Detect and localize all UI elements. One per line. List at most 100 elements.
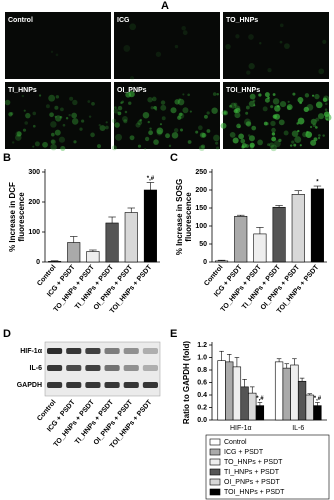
cell-signal (129, 23, 137, 31)
cell-signal (278, 119, 285, 126)
bar (255, 405, 265, 421)
bar (124, 212, 138, 263)
cell-signal (234, 105, 241, 111)
bar (225, 361, 234, 421)
cell-signal (187, 140, 192, 144)
cell-signal (229, 131, 236, 138)
cell-signal (48, 94, 56, 102)
cell-signal (248, 100, 256, 108)
cell-signal (310, 118, 317, 125)
legend-swatch (209, 448, 221, 456)
cell-signal (246, 70, 251, 75)
y-axis-label: fluorescence (184, 192, 193, 242)
band (123, 382, 139, 388)
cell-signal (98, 124, 101, 127)
cell-signal (65, 117, 69, 120)
cell-signal (144, 147, 147, 150)
cell-signal (270, 105, 274, 109)
cell-signal (156, 127, 164, 135)
cell-signal (297, 117, 305, 125)
cell-signal (317, 113, 325, 120)
cell-signal (125, 91, 132, 98)
cell-signal (291, 140, 295, 144)
cell-signal (297, 129, 300, 133)
legend (205, 434, 330, 500)
cell-signal (60, 145, 66, 152)
cell-signal (305, 131, 313, 138)
cell-signal (79, 127, 83, 131)
cell-signal (324, 114, 332, 121)
band (85, 382, 101, 388)
cell-signal (165, 133, 170, 139)
cell-signal (267, 143, 270, 147)
cell-signal (306, 104, 314, 111)
cell-signal (123, 119, 128, 124)
y-tick-label: 200 (28, 199, 40, 206)
bar (86, 251, 100, 263)
cell-signal (137, 144, 142, 148)
cell-signal (212, 92, 217, 96)
cell-signal (195, 130, 199, 134)
y-tick-label: 50 (199, 241, 207, 248)
cell-signal (234, 112, 241, 119)
cell-signal (87, 100, 91, 103)
cell-signal (161, 116, 166, 121)
cell-signal (153, 105, 157, 110)
cell-signal (293, 143, 297, 147)
cell-signal (216, 93, 220, 96)
cell-signal (11, 141, 15, 144)
cell-signal (201, 144, 206, 149)
panel-label: D (3, 328, 11, 340)
cell-signal (34, 141, 40, 147)
bar (310, 188, 324, 263)
cell-signal (115, 133, 123, 141)
bar (297, 380, 307, 421)
cell-signal (248, 63, 255, 70)
y-tick-label: 1.0 (197, 354, 207, 361)
cell-signal (137, 120, 143, 126)
cell-signal (197, 125, 203, 131)
cell-signal (50, 139, 55, 144)
cell-signal (244, 118, 251, 126)
cell-signal (241, 143, 247, 149)
cell-signal (59, 115, 63, 119)
cell-signal (170, 107, 177, 114)
cell-signal (279, 23, 284, 28)
cell-signal (220, 122, 227, 129)
image-label: Control (8, 17, 33, 24)
cell-signal (51, 132, 55, 137)
bar (248, 392, 257, 421)
cell-signal (54, 115, 57, 118)
cell-signal (245, 111, 249, 115)
cell-signal (248, 34, 254, 40)
legend-swatch (209, 458, 221, 466)
cell-signal (54, 129, 61, 136)
y-axis-label: fluorescence (17, 192, 26, 242)
band-label: GAPDH (17, 382, 42, 389)
cell-signal (245, 121, 252, 127)
cell-signal (50, 121, 57, 128)
x-tick-label: IL-6 (292, 425, 304, 432)
y-tick-label: 0 (36, 259, 40, 266)
cell-signal (251, 125, 257, 131)
x-tick-label: HIF-1α (230, 425, 252, 432)
y-tick-label: 150 (195, 205, 207, 212)
legend-swatch (209, 478, 221, 486)
cell-signal (215, 146, 220, 150)
cell-signal (272, 98, 280, 105)
panel-label: C (170, 152, 178, 164)
legend-label: Control (224, 439, 247, 446)
cell-signal (304, 93, 310, 98)
bar (234, 215, 248, 263)
cell-signal (178, 98, 181, 101)
cell-signal (113, 108, 119, 114)
cell-signal (25, 112, 31, 119)
band (104, 348, 120, 354)
cell-signal (206, 111, 210, 115)
cell-signal (286, 104, 293, 110)
cell-signal (315, 126, 318, 129)
bar (282, 367, 291, 421)
y-tick-label: 0.4 (197, 392, 207, 399)
cell-signal (235, 107, 241, 113)
cell-signal (54, 105, 59, 110)
